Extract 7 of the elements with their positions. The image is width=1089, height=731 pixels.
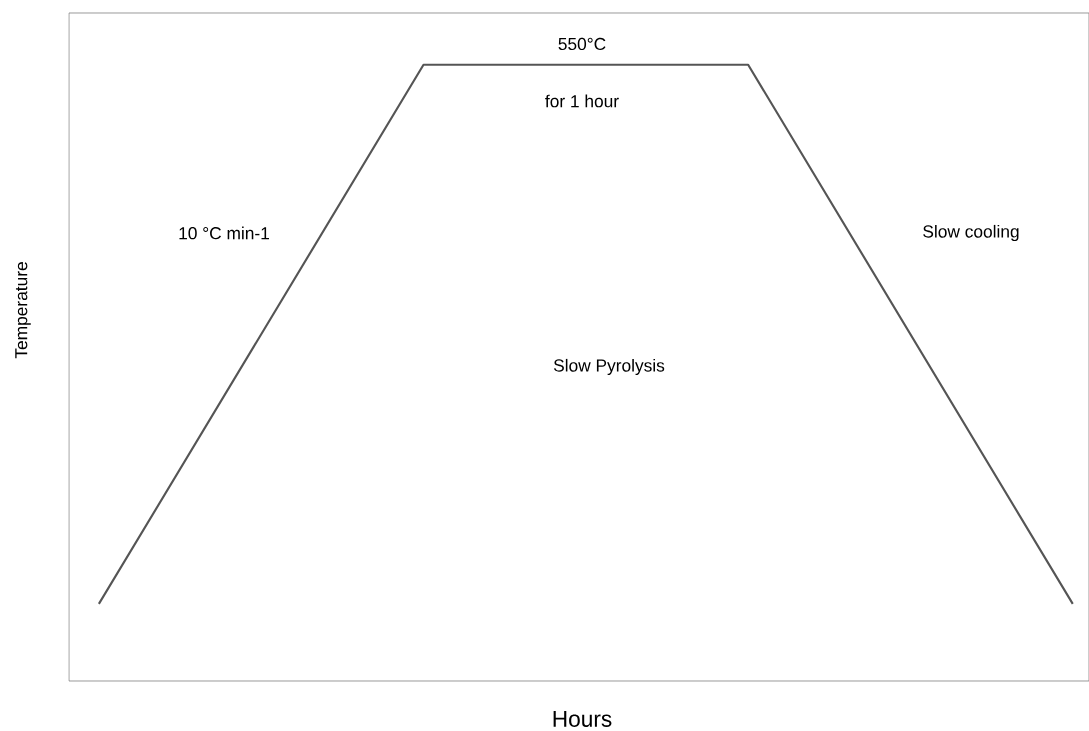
annotation: for 1 hour [545, 94, 619, 108]
x-axis-title: Hours [553, 711, 612, 727]
annotation: Slow Pyrolysis [553, 358, 665, 376]
annotation: Slow cooling [923, 224, 1019, 242]
text: 550°C [558, 37, 606, 51]
y-axis-title: Temperature [15, 262, 31, 359]
annotation: 10 °C min-1 [179, 226, 269, 240]
